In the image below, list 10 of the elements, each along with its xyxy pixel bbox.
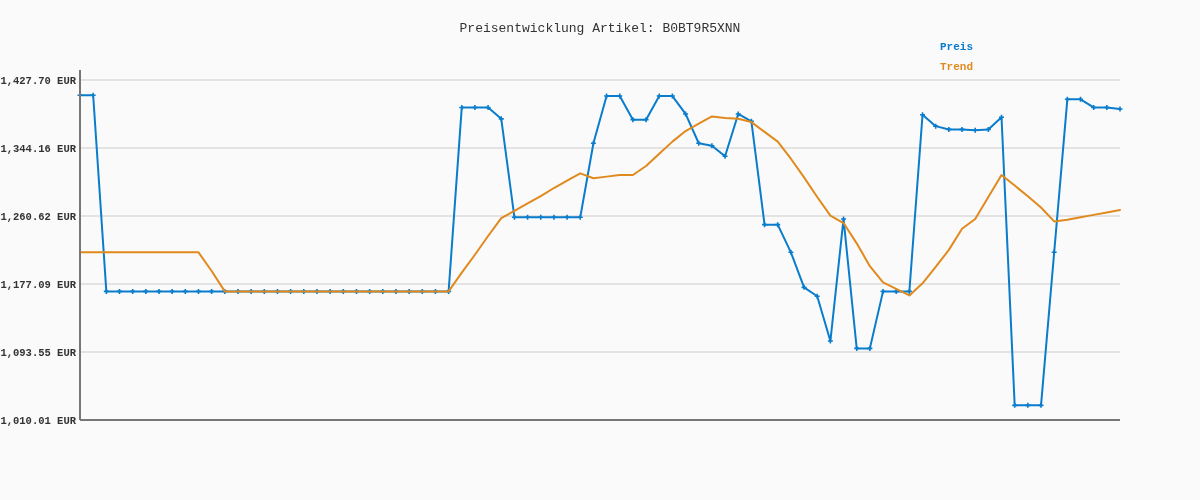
y-tick-label: 1,260.62 EUR <box>0 210 77 223</box>
chart-title: Preisentwicklung Artikel: B0BT9R5XNN <box>459 21 741 36</box>
line-series <box>79 115 1121 297</box>
y-tick-label: 1,093.55 EUR <box>0 346 77 359</box>
text: Trend <box>940 61 974 73</box>
y-tick-label: 1,010.01 EUR <box>0 414 77 427</box>
text: Preis <box>940 41 974 53</box>
y-tick-label: 1,177.09 EUR <box>0 278 77 291</box>
y-tick-label: 1,344.16 EUR <box>0 142 77 155</box>
y-tick-label: 1,427.70 EUR <box>0 74 77 87</box>
